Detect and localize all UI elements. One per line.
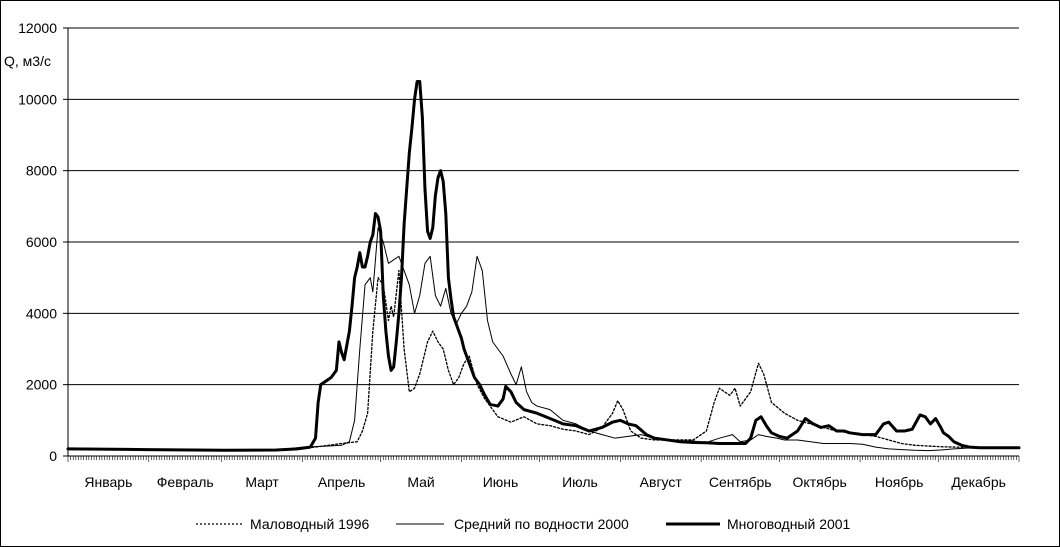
y-tick-label: 12000 — [18, 20, 57, 36]
x-tick-label: Август — [640, 474, 683, 490]
legend-label-2: Средний по водности 2000 — [454, 516, 629, 532]
x-tick-label: Декабрь — [951, 474, 1006, 490]
y-tick-label: 0 — [49, 448, 57, 464]
x-tick-label: Май — [407, 474, 434, 490]
series-line-1 — [67, 269, 1020, 451]
y-tick-label: 6000 — [26, 234, 57, 250]
x-tick-label: Март — [245, 474, 279, 490]
x-tick-label: Февраль — [157, 474, 214, 490]
x-tick-label: Апрель — [318, 474, 366, 490]
x-tick-label: Январь — [84, 474, 132, 490]
x-tick-label: Октябрь — [793, 474, 847, 490]
y-tick-label: 2000 — [26, 377, 57, 393]
x-tick-label: Июль — [562, 474, 598, 490]
x-tick-label: Июнь — [483, 474, 519, 490]
y-tick-label: 4000 — [26, 305, 57, 321]
y-tick-label: 10000 — [18, 91, 57, 107]
legend-label-1: Маловодный 1996 — [250, 516, 370, 532]
y-axis-label: Q, м3/с — [4, 53, 51, 69]
legend-label-3: Многоводный 2001 — [727, 516, 851, 532]
x-tick-label: Сентябрь — [709, 474, 772, 490]
y-tick-label: 8000 — [26, 163, 57, 179]
x-tick-label: Ноябрь — [875, 474, 924, 490]
series-line-3 — [66, 80, 1021, 452]
